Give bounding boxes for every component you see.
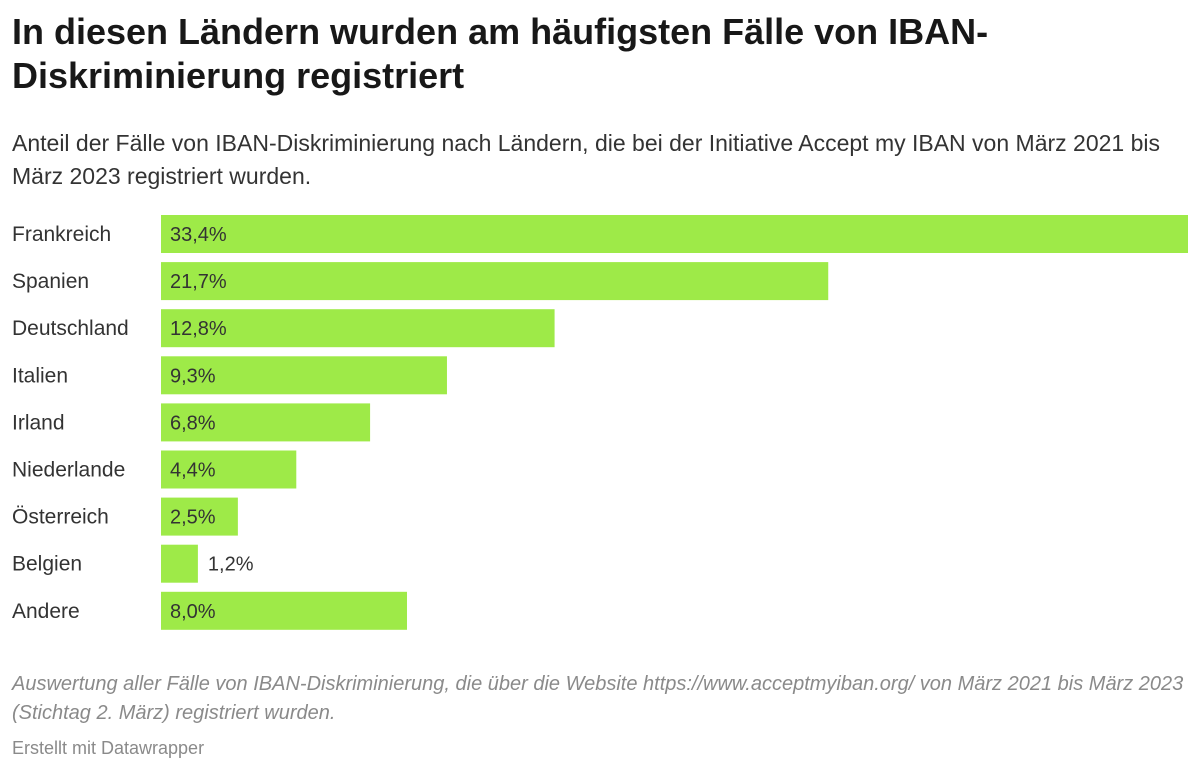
category-label: Deutschland	[12, 317, 129, 340]
chart-notes: Auswertung aller Fälle von IBAN-Diskrimi…	[12, 673, 1184, 724]
value-label: 1,2%	[208, 554, 254, 576]
category-label: Frankreich	[12, 223, 111, 246]
value-label: 12,8%	[170, 318, 227, 340]
bar	[161, 262, 829, 301]
chart-credit: Erstellt mit Datawrapper	[12, 738, 205, 758]
bar	[161, 591, 407, 630]
category-label: Spanien	[12, 270, 89, 293]
bar	[161, 215, 1188, 253]
category-label: Österreich	[12, 506, 109, 529]
value-label: 9,3%	[170, 365, 216, 387]
bar	[161, 403, 371, 442]
value-label: 21,7%	[170, 271, 227, 293]
chart-subtitle: Anteil der Fälle von IBAN-Diskriminierun…	[12, 130, 1160, 189]
bar	[161, 309, 555, 348]
bar	[161, 356, 447, 395]
chart-title: In diesen Ländern wurden am häufigsten F…	[12, 11, 989, 96]
bar	[161, 450, 297, 489]
value-label: 6,8%	[170, 412, 216, 434]
bar	[161, 497, 238, 536]
value-label: 4,4%	[170, 460, 216, 482]
category-label: Irland	[12, 411, 65, 434]
value-label: 2,5%	[170, 507, 216, 529]
category-label: Belgien	[12, 553, 82, 576]
category-label: Italien	[12, 364, 68, 387]
bar	[161, 544, 198, 583]
value-label: 8,0%	[170, 601, 216, 623]
category-label: Niederlande	[12, 459, 125, 482]
value-label: 33,4%	[170, 224, 227, 246]
category-label: Andere	[12, 600, 80, 623]
